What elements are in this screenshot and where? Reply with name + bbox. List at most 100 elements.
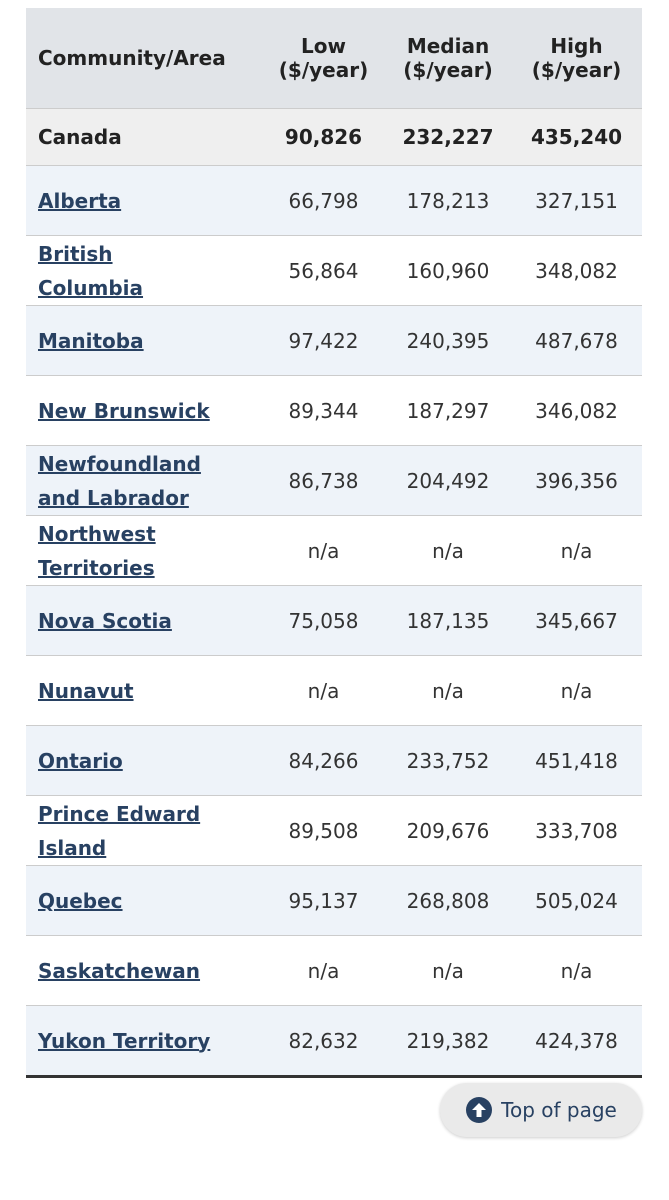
wage-cell: 204,492 [385,445,511,516]
wage-cell: n/a [385,655,511,726]
column-unit: ($/year) [403,58,493,82]
wage-cell: 160,960 [385,235,511,306]
wage-cell: n/a [511,515,642,586]
table-row: Saskatchewan n/a n/a n/a [26,935,642,1006]
area-link[interactable]: Prince Edward Island [38,801,201,860]
table-row: Newfoundland and Labrador 86,738 204,492 39… [26,445,642,516]
wage-cell: 333,708 [511,795,642,866]
wage-cell: 435,240 [511,108,642,166]
wage-cell: 89,344 [262,375,385,446]
wage-cell: 66,798 [262,165,385,236]
wage-cell: 56,864 [262,235,385,306]
area-link[interactable]: Nova Scotia [38,608,172,633]
column-header: High ($/year) [511,8,642,109]
table-row: Prince Edward Island 89,508 209,676 333,708 [26,795,642,866]
wage-cell: 240,395 [385,305,511,376]
area-link[interactable]: New Brunswick [38,398,210,423]
button-label: Top of page [501,1098,617,1122]
area-link[interactable]: Yukon Territory [38,1028,211,1053]
table-row: Yukon Territory 82,632 219,382 424,378 [26,1005,642,1077]
total-row: Canada 90,826 232,227 435,240 [26,108,642,166]
wage-cell: 97,422 [262,305,385,376]
area-link[interactable]: Ontario [38,748,123,773]
table-body: Canada 90,826 232,227 435,240 Alberta 66,798 1… [26,108,642,1077]
wage-cell: n/a [385,935,511,1006]
wage-cell: 209,676 [385,795,511,866]
area-cell: Northwest Territories [26,515,262,586]
area-cell: Ontario [26,725,262,796]
wage-cell: 178,213 [385,165,511,236]
wage-cell: 268,808 [385,865,511,936]
wage-cell: 505,024 [511,865,642,936]
top-of-page-button[interactable]: Top of page [440,1083,642,1137]
area-link[interactable]: Newfoundland and Labrador [38,451,201,510]
area-cell: Quebec [26,865,262,936]
table-row: Ontario 84,266 233,752 451,418 [26,725,642,796]
area-cell: Prince Edward Island [26,795,262,866]
table-row: British Columbia 56,864 160,960 348,082 [26,235,642,306]
wage-cell: 86,738 [262,445,385,516]
wage-cell: 327,151 [511,165,642,236]
area-cell: Newfoundland and Labrador [26,445,262,516]
wage-cell: 89,508 [262,795,385,866]
column-label: Median [406,34,490,58]
table-row: New Brunswick 89,344 187,297 346,082 [26,375,642,446]
area-cell: Yukon Territory [26,1005,262,1077]
wage-cell: 95,137 [262,865,385,936]
wage-cell: 396,356 [511,445,642,516]
wage-cell: 84,266 [262,725,385,796]
area-link[interactable]: Nunavut [38,678,134,703]
area-link[interactable]: British Columbia [38,241,144,300]
wage-cell: 451,418 [511,725,642,796]
area-cell: Saskatchewan [26,935,262,1006]
area-link[interactable]: Northwest Territories [38,521,156,580]
wage-cell: n/a [385,515,511,586]
area-cell: British Columbia [26,235,262,306]
table-row: Manitoba 97,422 240,395 487,678 [26,305,642,376]
column-unit: ($/year) [531,58,622,82]
wage-cell: 345,667 [511,585,642,656]
column-label: Community/Area [38,46,226,70]
wage-cell: 346,082 [511,375,642,446]
wage-cell: 90,826 [262,108,385,166]
wage-cell: n/a [262,655,385,726]
column-header: Community/Area [26,8,262,109]
column-header: Median ($/year) [385,8,511,109]
table-row: Alberta 66,798 178,213 327,151 [26,165,642,236]
header-row: Community/Area Low ($/year) Median ($/year) H… [26,8,642,109]
column-label: High [550,34,603,58]
area-link[interactable]: Saskatchewan [38,958,201,983]
up-arrow-icon [466,1097,493,1123]
area-cell: Canada [26,108,262,166]
wage-cell: 232,227 [385,108,511,166]
table-row: Nunavut n/a n/a n/a [26,655,642,726]
wage-cell: 187,135 [385,585,511,656]
area-cell: Nunavut [26,655,262,726]
area-cell: Manitoba [26,305,262,376]
area-cell: Alberta [26,165,262,236]
wage-cell: 424,378 [511,1005,642,1077]
area-link[interactable]: Alberta [38,188,122,213]
wage-cell: 219,382 [385,1005,511,1077]
wage-cell: 233,752 [385,725,511,796]
area-cell: Nova Scotia [26,585,262,656]
table-row: Northwest Territories n/a n/a n/a [26,515,642,586]
wage-cell: 75,058 [262,585,385,656]
wage-cell: 487,678 [511,305,642,376]
wage-cell: 187,297 [385,375,511,446]
wage-cell: 82,632 [262,1005,385,1077]
wage-cell: n/a [262,515,385,586]
wage-cell: 348,082 [511,235,642,306]
table-row: Nova Scotia 75,058 187,135 345,667 [26,585,642,656]
wage-cell: n/a [262,935,385,1006]
wage-cell: n/a [511,655,642,726]
area-link[interactable]: Manitoba [38,328,144,353]
column-unit: ($/year) [278,58,369,82]
area-link[interactable]: Quebec [38,888,123,913]
wage-table: Community/Area Low ($/year) Median ($/year) H… [26,8,642,1078]
column-label: Low [301,34,346,58]
table-row: Quebec 95,137 268,808 505,024 [26,865,642,936]
column-header: Low ($/year) [262,8,385,109]
area-cell: New Brunswick [26,375,262,446]
